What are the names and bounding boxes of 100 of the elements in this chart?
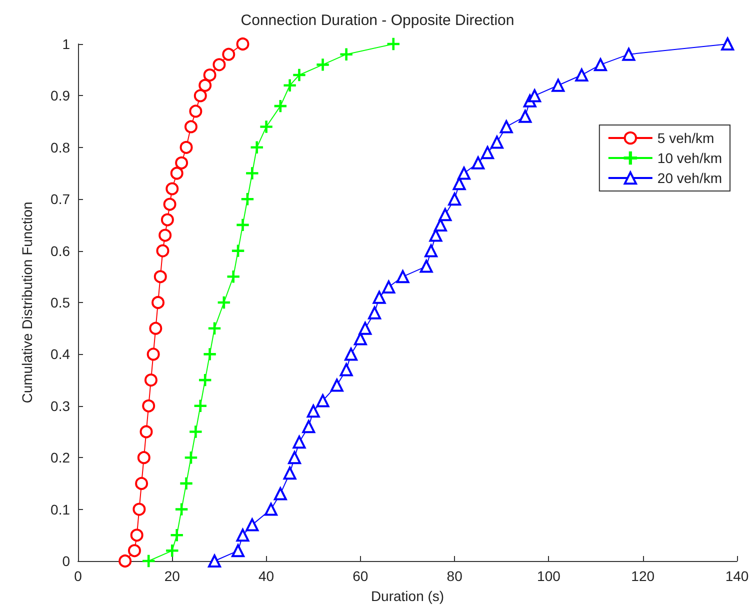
point: [246, 167, 258, 180]
point: [236, 528, 250, 542]
point: [260, 120, 272, 133]
point: [149, 322, 162, 335]
point: [490, 136, 504, 149]
point: [500, 120, 513, 134]
point: [130, 528, 144, 542]
y-axis-title: Cumulative Distribution Function: [19, 202, 35, 404]
point: [184, 452, 198, 464]
point: [194, 400, 206, 412]
point: [340, 363, 353, 376]
legend-label: 20 veh/km: [657, 170, 722, 186]
point: [438, 208, 452, 222]
point: [293, 68, 306, 82]
point: [250, 141, 263, 154]
point: [284, 79, 296, 92]
point: [163, 198, 176, 211]
point: [175, 503, 188, 516]
point: [142, 399, 156, 412]
x-tick-label: 60: [352, 568, 368, 584]
y-tick-label: 0.3: [50, 398, 70, 414]
point: [128, 544, 141, 558]
point: [180, 477, 192, 490]
point: [203, 68, 216, 82]
point: [382, 280, 396, 294]
point: [236, 38, 250, 50]
point: [135, 476, 148, 490]
point: [208, 554, 222, 568]
point: [306, 404, 320, 418]
legend-label: 10 veh/km: [657, 150, 722, 166]
point: [144, 374, 158, 387]
y-tick-label: 0.2: [50, 450, 70, 466]
point: [198, 78, 212, 92]
point: [316, 394, 330, 408]
point: [721, 38, 734, 50]
y-tick-label: 0.9: [50, 88, 70, 104]
point: [212, 58, 226, 72]
point: [152, 296, 165, 309]
point: [154, 270, 167, 284]
y-tick-label: 0.5: [50, 294, 70, 310]
x-tick-label: 140: [725, 568, 749, 584]
x-tick-label: 0: [74, 568, 82, 584]
x-tick-label: 40: [258, 568, 274, 584]
point: [140, 425, 153, 438]
point: [232, 544, 245, 558]
point: [472, 156, 485, 170]
point: [208, 322, 221, 334]
y-tick-label: 0.7: [50, 191, 70, 208]
point: [204, 348, 216, 360]
y-tick-label: 0.4: [50, 346, 70, 362]
point: [227, 270, 240, 283]
point: [146, 348, 160, 361]
point: [184, 120, 198, 134]
point: [344, 348, 358, 361]
point: [292, 436, 306, 449]
point: [372, 290, 386, 304]
x-tick-label: 100: [537, 568, 561, 584]
point: [316, 58, 329, 71]
point: [180, 140, 193, 154]
point: [575, 68, 588, 82]
point: [283, 466, 296, 480]
point: [246, 518, 259, 532]
legend-label: 5 veh/km: [657, 130, 714, 146]
point: [368, 306, 382, 320]
chart-title: Connection Duration - Opposite Direction: [240, 12, 514, 29]
point: [622, 48, 636, 61]
point: [160, 213, 174, 226]
point: [156, 244, 170, 258]
point: [330, 378, 344, 392]
y-tick-label: 1: [62, 36, 70, 52]
point: [481, 146, 494, 160]
point: [118, 554, 132, 568]
x-tick-label: 20: [164, 568, 180, 584]
point: [274, 487, 287, 500]
point: [232, 244, 244, 257]
point: [448, 192, 462, 206]
point: [528, 89, 542, 102]
point: [166, 544, 178, 557]
point: [236, 218, 249, 232]
point: [166, 182, 179, 196]
point: [142, 554, 155, 568]
point: [194, 89, 207, 102]
point: [594, 58, 607, 72]
point: [241, 193, 254, 206]
x-tick-label: 120: [631, 568, 655, 584]
point: [222, 48, 236, 61]
point: [387, 38, 400, 50]
y-tick-label: 0.1: [50, 501, 70, 518]
point: [424, 244, 438, 258]
point: [552, 78, 565, 92]
point: [264, 502, 278, 516]
point: [137, 451, 150, 464]
point: [302, 420, 316, 434]
y-tick-label: 0.6: [50, 242, 70, 259]
x-axis-title: Duration (s): [370, 588, 444, 604]
y-tick-label: 0: [62, 553, 70, 569]
point: [396, 270, 410, 284]
point: [175, 156, 188, 170]
point: [158, 228, 172, 242]
point: [518, 110, 532, 123]
